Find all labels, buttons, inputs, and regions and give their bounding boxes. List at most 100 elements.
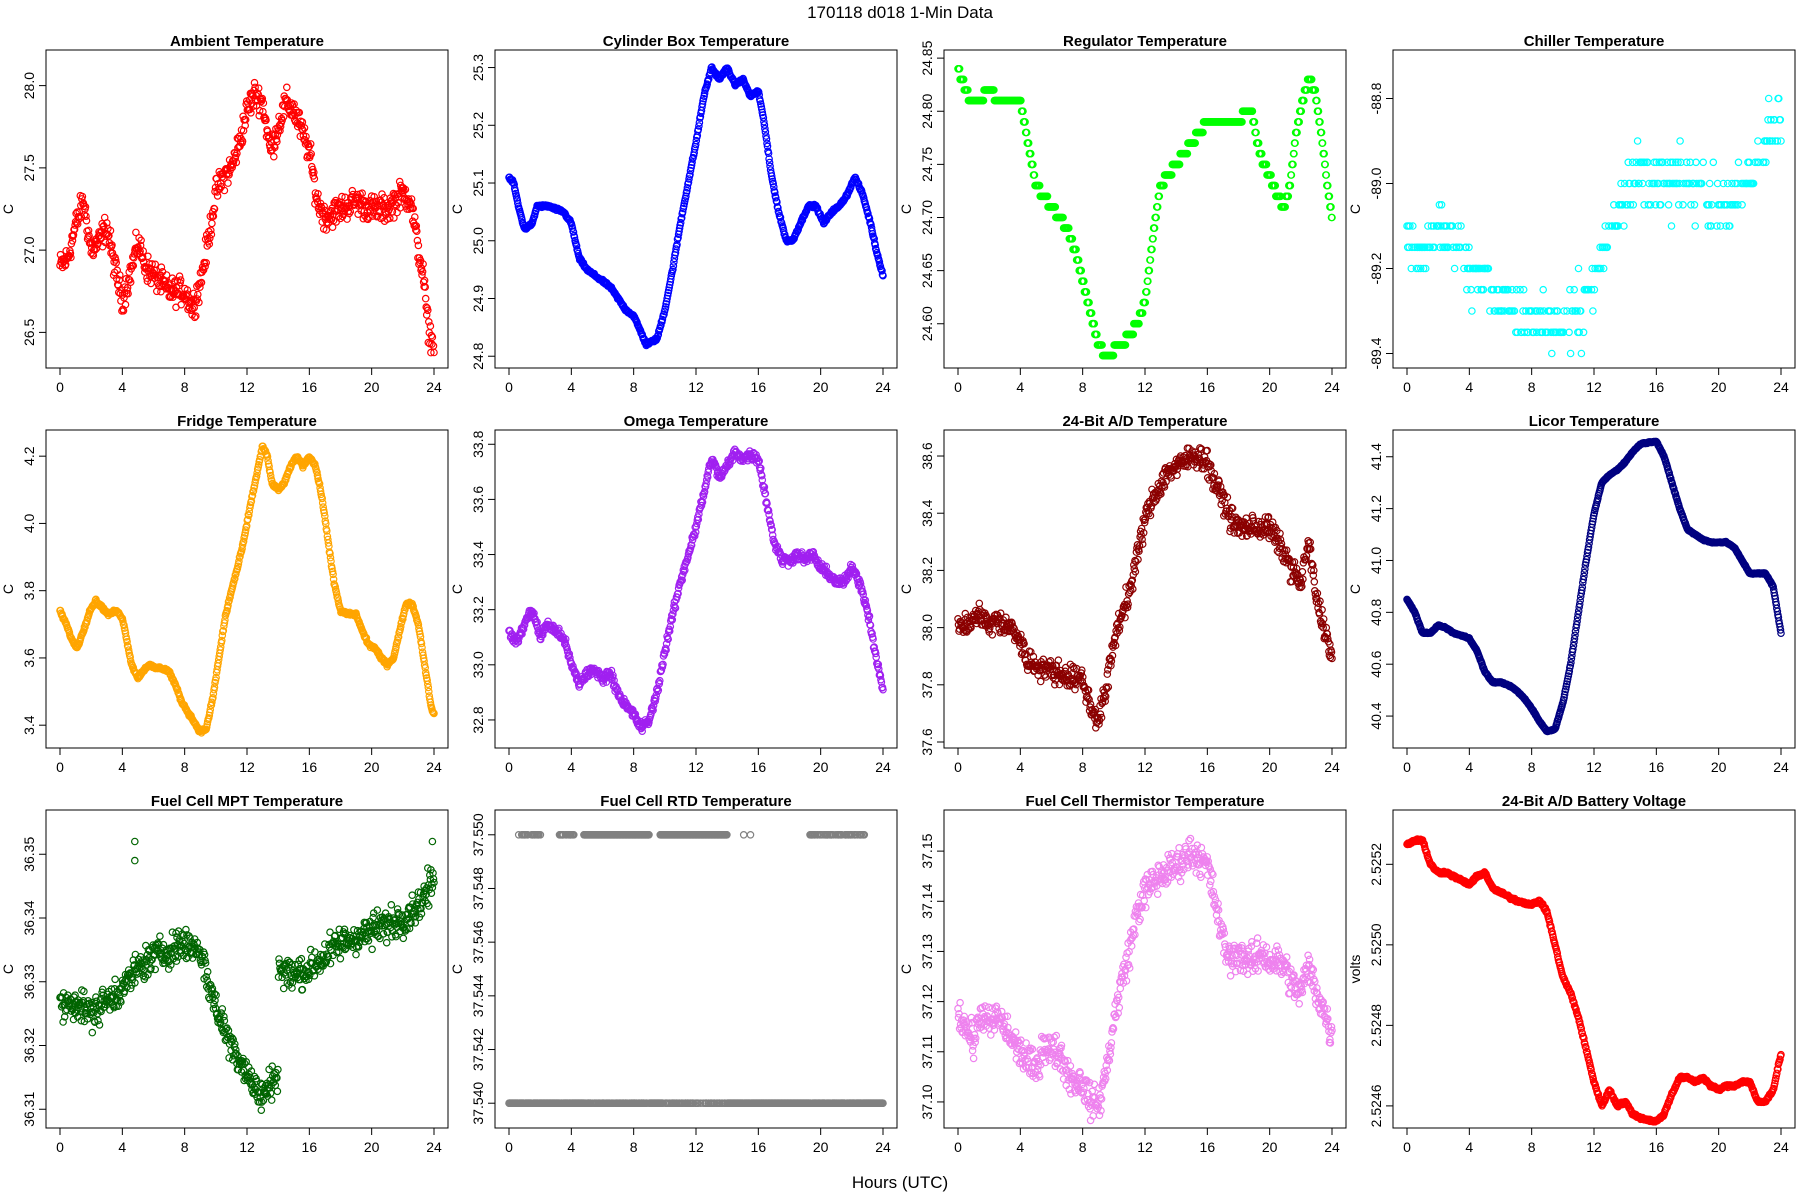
data-point <box>225 171 233 179</box>
data-point <box>1705 179 1714 188</box>
x-tick-label: 0 <box>505 379 513 395</box>
x-tick-label: 4 <box>1465 759 1473 775</box>
data-point <box>84 226 93 235</box>
data-point <box>765 158 774 167</box>
data-point <box>85 231 93 240</box>
data-point <box>1311 86 1320 94</box>
x-tick-label: 12 <box>1137 759 1153 775</box>
data-point <box>129 261 138 270</box>
y-tick-label: 24.75 <box>919 147 935 182</box>
data-point <box>407 195 416 203</box>
data-point <box>1577 349 1586 358</box>
data-point <box>1412 264 1421 273</box>
data-point <box>1030 171 1039 179</box>
data-point <box>276 126 284 135</box>
panel-title: Ambient Temperature <box>170 33 324 50</box>
x-tick-label: 8 <box>1528 759 1536 775</box>
data-point <box>111 256 120 264</box>
data-point <box>232 158 241 167</box>
data-point <box>1121 341 1130 349</box>
data-point <box>766 162 774 171</box>
data-point <box>134 246 143 254</box>
data-point <box>1317 128 1326 137</box>
data-point <box>688 158 696 167</box>
data-point <box>669 262 678 270</box>
data-point <box>424 338 433 347</box>
data-point <box>145 259 154 268</box>
data-point <box>414 241 423 250</box>
data-point <box>262 116 270 125</box>
data-point <box>196 283 204 292</box>
data-point <box>1129 330 1138 339</box>
data-point <box>358 189 367 198</box>
x-tick-label: 24 <box>1324 759 1340 775</box>
x-tick-label: 24 <box>426 759 442 775</box>
x-tick-label: 16 <box>1649 379 1665 395</box>
data-point <box>1183 149 1192 158</box>
data-point <box>194 290 202 299</box>
data-point <box>157 263 166 272</box>
x-tick-label: 20 <box>1711 759 1727 775</box>
data-point <box>1082 288 1091 296</box>
panel-title: Licor Temperature <box>1529 413 1660 430</box>
x-tick-label: 24 <box>875 759 891 775</box>
data-point <box>758 108 767 117</box>
data-point <box>769 179 778 188</box>
data-point <box>1424 222 1432 230</box>
data-point <box>759 113 768 122</box>
data-point <box>1148 245 1156 254</box>
y-tick-label: 38.0 <box>919 614 935 641</box>
data-point <box>1709 158 1718 167</box>
data-point <box>664 286 673 295</box>
data-point <box>1191 139 1200 147</box>
panel-title: 24-Bit A/D Temperature <box>1062 413 1227 430</box>
data-point <box>278 116 286 125</box>
data-point <box>1448 222 1457 230</box>
y-tick-label: 25.1 <box>470 169 486 196</box>
plot-frame <box>1392 429 1796 749</box>
data-point <box>1548 349 1556 358</box>
data-point <box>1152 213 1161 222</box>
data-point <box>1043 192 1052 201</box>
data-point <box>1029 160 1037 169</box>
x-tick-label: 8 <box>1528 379 1536 395</box>
data-point <box>1437 201 1446 209</box>
data-point <box>1307 75 1316 84</box>
y-axis-label: C <box>449 204 465 214</box>
data-point <box>1320 149 1329 158</box>
data-point <box>1316 118 1324 126</box>
x-tick-label: 24 <box>1773 379 1789 395</box>
y-tick-label: 3.4 <box>21 715 37 735</box>
data-point <box>660 310 668 319</box>
data-point <box>1314 107 1323 116</box>
x-tick-label: 8 <box>1079 379 1087 395</box>
data-point <box>1153 203 1162 211</box>
data-point <box>279 113 288 121</box>
x-tick-label: 12 <box>239 379 255 395</box>
data-point <box>1085 298 1093 307</box>
x-tick-label: 16 <box>1200 379 1216 395</box>
data-point <box>1262 160 1271 169</box>
data-point <box>1310 577 1319 586</box>
data-point <box>1250 118 1259 126</box>
data-point <box>1426 243 1434 252</box>
data-point <box>419 260 427 268</box>
x-tick-label: 16 <box>1200 759 1216 775</box>
figure-x-axis-label: Hours (UTC) <box>852 1173 948 1192</box>
x-tick-label: 0 <box>954 759 962 775</box>
data-point <box>1456 243 1465 252</box>
data-point <box>774 204 782 212</box>
x-tick-label: 24 <box>875 379 891 395</box>
data-point <box>1059 213 1067 222</box>
data-point <box>1284 192 1293 201</box>
data-point <box>428 340 436 348</box>
data-point <box>572 242 581 250</box>
x-tick-label: 0 <box>1403 759 1411 775</box>
x-tick-label: 16 <box>751 759 767 775</box>
panel-title: Omega Temperature <box>624 413 769 430</box>
data-point <box>1145 266 1154 275</box>
y-tick-label: -89.0 <box>1368 167 1384 199</box>
data-point <box>762 135 771 143</box>
y-tick-label: 37.8 <box>919 671 935 698</box>
